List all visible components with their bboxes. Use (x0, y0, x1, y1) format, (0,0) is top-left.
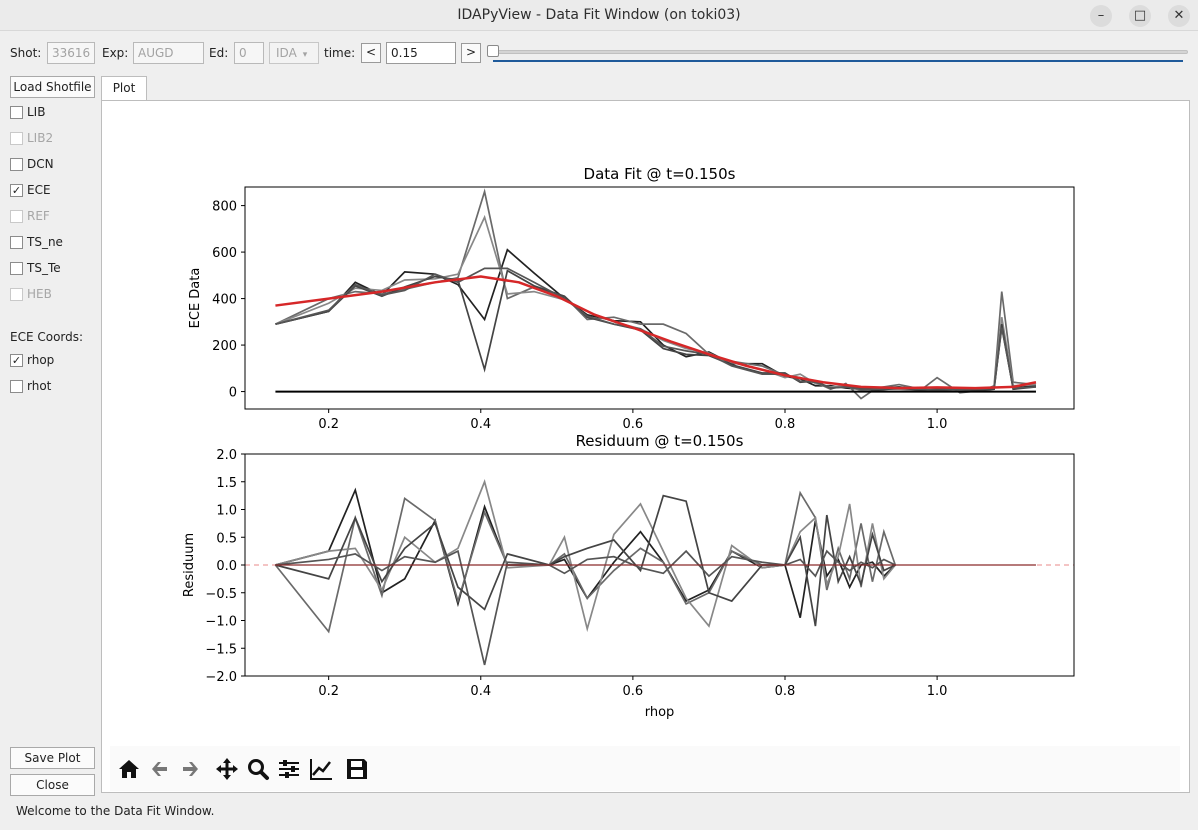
status-bar: Welcome to the Data Fit Window. (16, 804, 215, 818)
home-icon[interactable] (116, 756, 142, 782)
data-series-3 (275, 494, 896, 627)
pan-icon[interactable] (214, 756, 240, 782)
window-title: IDAPyView - Data Fit Window (on toki03) (457, 7, 741, 23)
figure-canvas[interactable]: 0.2 0.4 0.6 0.8 1.0 0 200 400 600 800 Data Fit @ t… (102, 101, 1189, 746)
axes-title: Data Fit @ t=0.150s (584, 165, 736, 183)
back-icon[interactable] (147, 756, 173, 782)
exp-field[interactable]: AUGD (133, 42, 204, 64)
x-tick-label: 0.4 (470, 684, 491, 699)
checkbox-label: DCN (27, 157, 54, 171)
diag-select[interactable]: IDA ▾ (269, 42, 319, 64)
x-tick-label: 0.6 (623, 417, 644, 432)
checkbox-label: TS_Te (27, 261, 61, 275)
close-icon[interactable]: ✕ (1168, 5, 1190, 27)
checkbox-label: HEB (27, 287, 52, 301)
checkbox[interactable] (10, 380, 23, 393)
load-shotfile-button[interactable]: Load Shotfile (10, 76, 95, 98)
next-time-button[interactable]: > (461, 43, 481, 63)
data-series-2 (275, 479, 896, 633)
chevron-down-icon: ▾ (302, 50, 308, 60)
y-tick-label: 0 (229, 386, 237, 401)
diag-select-value: IDA (276, 46, 297, 60)
y-tick-label: 2.0 (216, 448, 237, 463)
checkbox-label: ECE (27, 183, 51, 197)
axes-frame (244, 453, 1075, 677)
y-tick-label: 200 (212, 339, 237, 354)
shot-label: Shot: (10, 46, 42, 60)
checkbox-label: TS_ne (27, 235, 63, 249)
checkmark-icon[interactable]: ✓ (10, 354, 23, 367)
ed-field[interactable]: 0 (234, 42, 264, 64)
edit-axes-icon[interactable] (308, 756, 334, 782)
x-tick-label: 0.8 (775, 417, 796, 432)
y-tick-label: 0.5 (216, 531, 237, 546)
x-tick-label: 0.2 (318, 417, 339, 432)
save-figure-icon[interactable] (344, 756, 370, 782)
y-tick-label: −1.0 (205, 615, 237, 630)
axes-title: Residuum @ t=0.150s (576, 432, 744, 450)
configure-subplots-icon[interactable] (276, 756, 302, 782)
residuum-axes (241, 453, 1075, 680)
matplotlib-toolbar (110, 746, 1180, 791)
x-tick-label: 0.8 (775, 684, 796, 699)
y-tick-label: −0.5 (205, 587, 237, 602)
save-plot-button[interactable]: Save Plot (10, 747, 95, 769)
prev-time-button[interactable]: < (361, 43, 381, 63)
y-tick-label: 400 (212, 293, 237, 308)
checkbox-label: rhop (27, 353, 55, 367)
data-series-1 (274, 490, 897, 634)
checkbox[interactable] (10, 236, 23, 249)
checkbox-label: LIB (27, 105, 46, 119)
checkbox[interactable] (10, 106, 23, 119)
time-slider-indicator (493, 60, 1183, 62)
shot-field[interactable]: 33616 (47, 42, 95, 64)
x-tick-label: 0.2 (318, 684, 339, 699)
time-field[interactable]: 0.15 (386, 42, 456, 64)
axes-frame (244, 186, 1075, 410)
checkbox (10, 210, 23, 223)
ece-coords-label: ECE Coords: (10, 330, 84, 344)
axes-background (245, 187, 1074, 409)
time-label: time: (324, 46, 356, 60)
plot-panel: 0.2 0.4 0.6 0.8 1.0 0 200 400 600 800 Data Fit @ t… (101, 100, 1190, 793)
data-fit-axes (241, 186, 1075, 413)
shot-controls: Shot: 33616 Exp: AUGD Ed: 0 IDA ▾ time: <… (0, 40, 1198, 66)
fit-curve (275, 275, 1037, 390)
close-button[interactable]: Close (10, 774, 95, 796)
checkbox (10, 288, 23, 301)
zoom-icon[interactable] (245, 756, 271, 782)
time-slider-track[interactable] (493, 50, 1188, 54)
minimize-icon[interactable]: – (1090, 5, 1112, 27)
x-tick-label: 0.6 (623, 684, 644, 699)
x-tick-label: 0.4 (470, 417, 491, 432)
y-tick-label: 1.5 (216, 476, 237, 491)
window-titlebar: IDAPyView - Data Fit Window (on toki03) … (0, 0, 1198, 31)
checkbox[interactable] (10, 158, 23, 171)
y-tick-label: 1.0 (216, 504, 237, 519)
y-axis-label: ECE Data (188, 268, 203, 329)
ed-label: Ed: (209, 46, 229, 60)
exp-label: Exp: (102, 46, 129, 60)
x-tick-label: 1.0 (927, 417, 948, 432)
y-tick-label: 600 (212, 246, 237, 261)
y-axis-label: Residuum (182, 533, 197, 597)
tab-plot[interactable]: Plot (101, 76, 147, 101)
forward-icon[interactable] (177, 756, 203, 782)
maximize-icon[interactable]: □ (1129, 5, 1151, 27)
y-tick-label: 0.0 (216, 559, 237, 574)
time-slider-handle[interactable] (487, 45, 499, 57)
y-tick-label: −1.5 (205, 642, 237, 657)
checkbox (10, 132, 23, 145)
x-tick-label: 1.0 (927, 684, 948, 699)
x-axis-label: rhop (645, 705, 675, 720)
checkbox-label: rhot (27, 379, 52, 393)
checkbox[interactable] (10, 262, 23, 275)
checkbox-label: LIB2 (27, 131, 54, 145)
checkmark-icon[interactable]: ✓ (10, 184, 23, 197)
y-tick-label: −2.0 (205, 670, 237, 685)
y-tick-label: 800 (212, 200, 237, 215)
checkbox-label: REF (27, 209, 50, 223)
